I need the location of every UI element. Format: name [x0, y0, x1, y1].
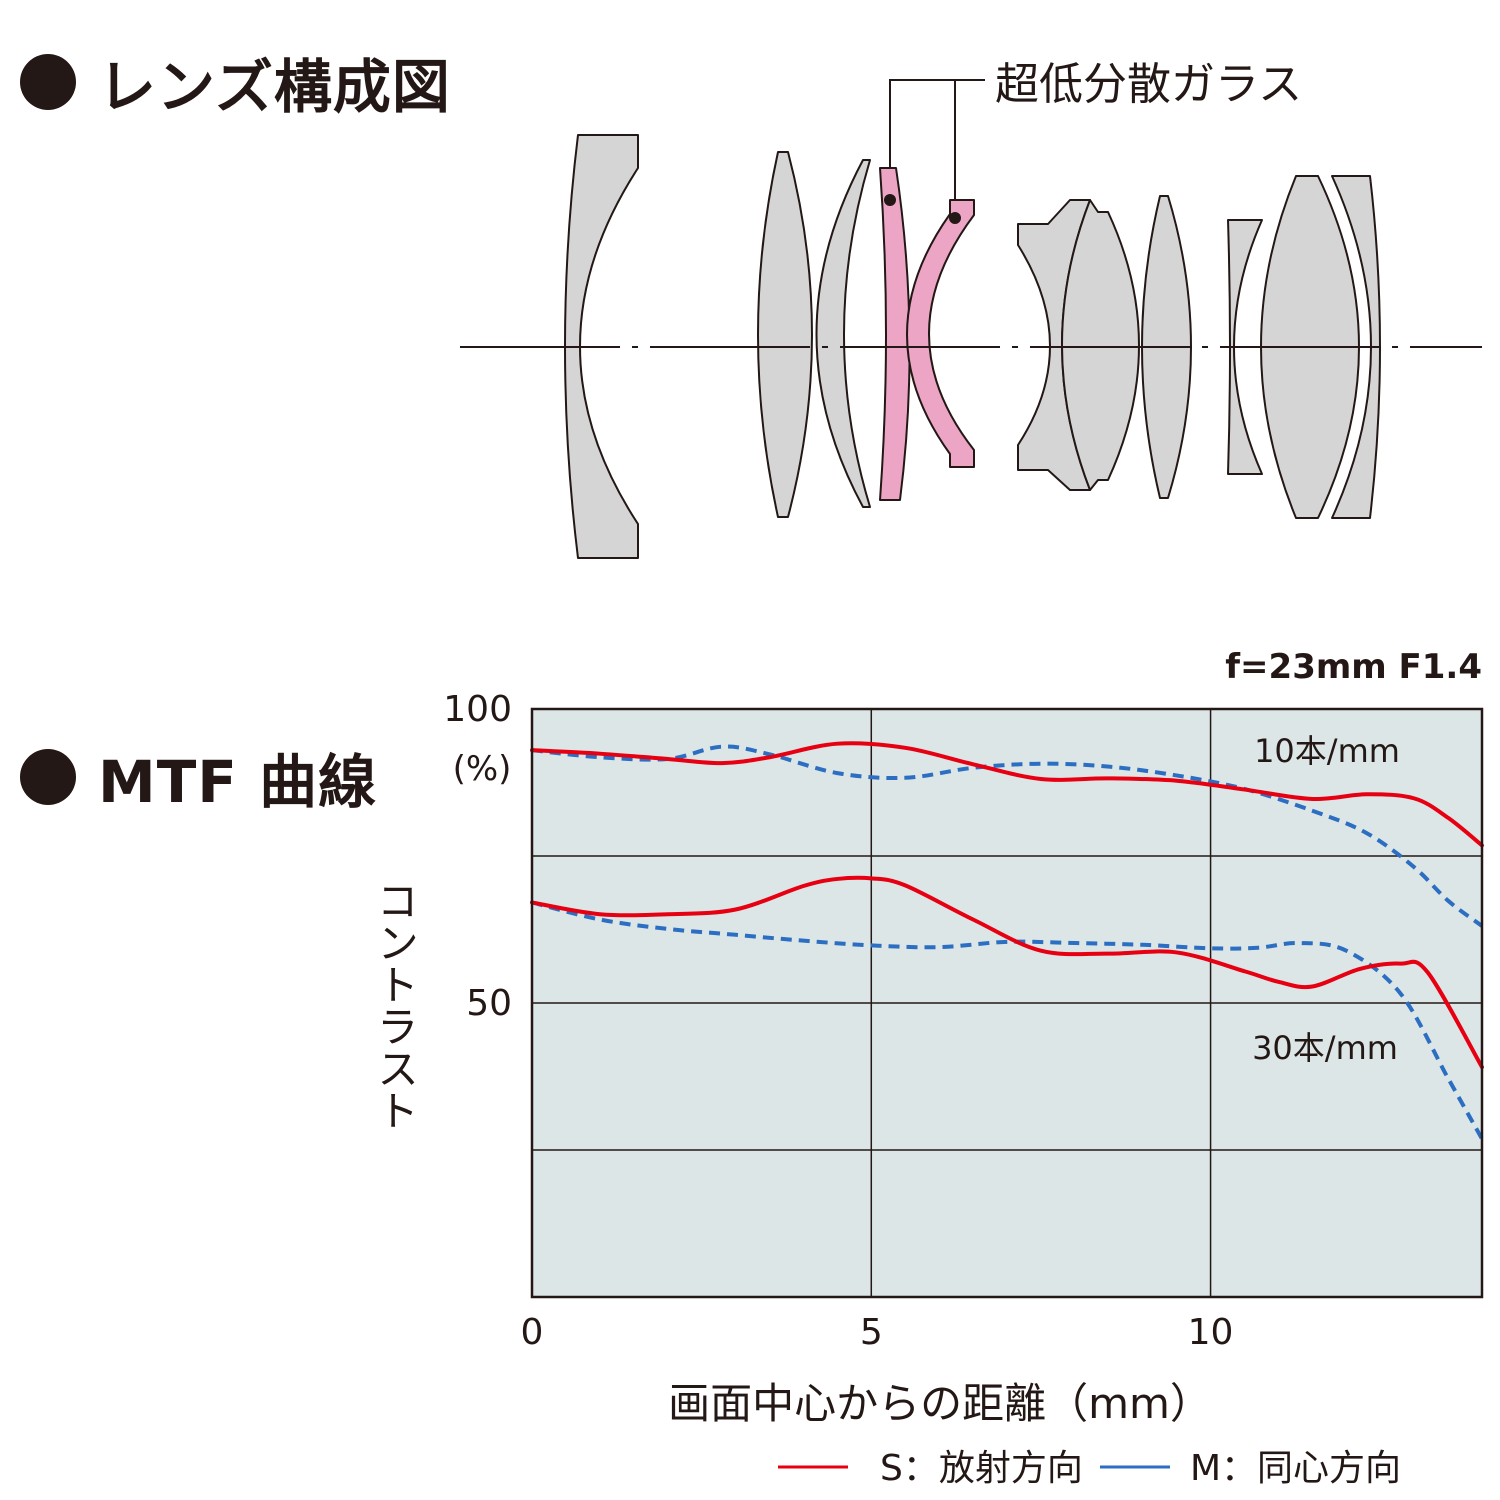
x-tick-label: 10	[1188, 1312, 1234, 1353]
annotation-30lp: 30本/mm	[1252, 1029, 1398, 1067]
lens-element-4-ed	[879, 167, 911, 501]
plot-frame	[530, 707, 1484, 1299]
y-tick-label: 50	[466, 983, 512, 1024]
y-axis-unit: (%)	[453, 749, 512, 789]
lens-element-1	[564, 134, 639, 559]
series-line-sagittal	[530, 741, 1484, 848]
grid	[532, 709, 1482, 1297]
mtf-section-title: MTF 曲線	[98, 748, 378, 816]
lens-element-11	[1331, 175, 1381, 519]
x-tick-label: 5	[860, 1312, 883, 1353]
legend: S：放射方向 M：同心方向	[778, 1448, 1401, 1489]
y-axis-ticks: 100 50	[443, 689, 512, 1024]
chart-title: f=23mm F1.4	[1225, 647, 1482, 687]
legend-s-label: S：放射方向	[880, 1448, 1083, 1489]
x-axis-label: 画面中心からの距離（mm）	[668, 1379, 1212, 1428]
series-line-meridional	[531, 744, 1484, 928]
bullet-icon	[20, 54, 76, 110]
lens-element-2	[757, 151, 813, 518]
ed-glass-leaders	[889, 79, 985, 218]
series-line-sagittal	[530, 875, 1484, 1070]
lens-diagram: 超低分散ガラス	[460, 59, 1482, 559]
ed-glass-label: 超低分散ガラス	[995, 59, 1302, 110]
lens-section-title: レンズ構成図	[98, 53, 451, 121]
ed-marker-dot	[949, 212, 961, 224]
lens-element-9	[1227, 219, 1263, 475]
legend-m-label: M：同心方向	[1190, 1448, 1401, 1489]
y-axis-label: コントラスト	[371, 879, 420, 1131]
x-axis-ticks: 0 5 10	[521, 1312, 1234, 1353]
lens-element-7	[1061, 199, 1140, 491]
annotation-10lp: 10本/mm	[1254, 732, 1400, 770]
section-mtf: MTF 曲線	[20, 735, 377, 819]
y-tick-label: 100	[443, 689, 512, 730]
bullet-icon	[20, 749, 76, 805]
section-lens-construction: レンズ構成図	[20, 40, 451, 124]
lens-element-5-ed	[906, 199, 975, 468]
ed-marker-dot	[884, 194, 896, 206]
x-tick-label: 0	[521, 1312, 544, 1353]
series-layer	[530, 741, 1484, 1140]
lens-element-3	[815, 159, 871, 508]
